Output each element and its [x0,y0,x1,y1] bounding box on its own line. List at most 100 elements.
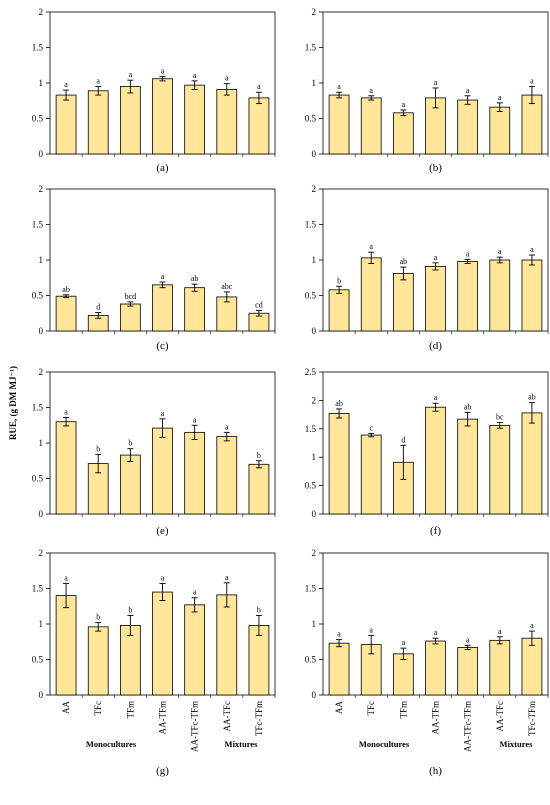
panel-a-sig-letter: a [64,80,68,89]
panel-a-bar [119,86,141,155]
panel-b-sig-letter: a [466,86,470,95]
panel-b-sig-letter: a [434,78,438,87]
panel-g-sig-letter: a [193,588,197,597]
panel-a-ytick-label: 0 [39,149,44,159]
panel-c-ytick-label: 1.5 [32,220,44,230]
panel-e-sig-letter: b [96,444,100,453]
panel-a-bar [87,90,109,155]
panel-h-bar [425,640,446,696]
panel-e-sig-letter: b [128,439,132,448]
panel-d-sig-letter: a [530,245,534,254]
panel-d-ytick-label: 1 [312,255,317,265]
panel-b-ytick-label: 0 [312,149,317,159]
panel-c-bar [152,284,173,332]
panel-d-ytick-label: 0 [312,326,317,336]
panel-g-bar [55,595,77,696]
panel-a-ytick-label: 2 [39,7,44,17]
panel-c-sig-letter: cd [255,300,263,309]
panel-a-sig-letter: a [257,82,261,91]
panel-e-label: (e) [156,525,169,537]
panel-g-bar [152,591,173,696]
panel-g-sig-letter: a [64,574,68,583]
panel-f-bar [489,424,511,515]
panel-e-ytick-label: 1 [39,438,44,448]
panel-g-category-label: TFc-TFm [254,701,264,736]
panel-h-sig-letter: a [498,627,502,636]
panel-d-bar [489,259,511,332]
panel-b-bar [489,106,511,155]
panel-g-sig-letter: b [96,613,100,622]
panel-d-bar [425,265,446,332]
panel-c-bar [184,287,206,332]
panel-a-sig-letter: a [129,70,133,79]
panel-h-bar [392,653,414,696]
panel-e-bar [152,427,173,515]
panel-g-category-label: AA-TFc [222,701,232,732]
panel-a-sig-letter: a [161,67,165,76]
panel-h-ytick-label: 0.5 [305,655,317,665]
panel-e-bar [119,454,141,515]
panel-g-sig-letter: a [225,573,229,582]
panel-b-label: (b) [429,162,442,174]
panel-f-bar [521,412,543,515]
panel-a-bar [55,94,77,155]
panel-b-ytick-label: 2 [312,7,317,17]
panel-h-bar [328,642,350,696]
panel-g-ytick-label: 2 [39,548,44,558]
panel-h-label: (h) [429,765,442,777]
panel-f-ytick-label: 1 [312,452,317,462]
panel-e-bar [216,436,238,515]
panel-g-ytick-label: 0.5 [32,655,44,665]
panel-d-bar [360,257,382,332]
panel-a-sig-letter: a [225,74,229,83]
panel-f-label: (f) [430,525,441,537]
panel-b-bar [457,99,479,155]
panel-e-sig-letter: a [225,422,229,431]
panel-d-label: (d) [429,340,442,352]
panel-c-sig-letter: a [161,272,165,281]
panel-f-ytick-label: 0.5 [305,481,317,491]
y-axis-label: RUE, (g DM MJ⁻¹) [8,366,18,440]
panel-c-bar [55,295,77,332]
panel-h-sig-letter: a [530,621,534,630]
panel-b-bar [360,97,382,155]
group-label-monocultures: Monocultures [86,739,137,749]
panel-c-sig-letter: ab [191,274,199,283]
panel-d-ytick-label: 0.5 [305,291,317,301]
panel-h-category-label: AA-TFm [431,701,441,735]
panel-b-bar [328,94,350,155]
panel-c-sig-letter: d [96,303,100,312]
panel-f-bar [425,406,446,515]
panel-f-ytick-label: 2 [312,395,317,405]
panel-h-sig-letter: a [369,625,373,634]
panel-g-sig-letter: b [128,605,132,614]
panel-g-ytick-label: 1 [39,619,44,629]
panel-a-bar [152,78,173,155]
panel-f-ytick-label: 2.5 [305,367,317,377]
panel-a-bar [248,97,270,155]
panel-g-category-label: TFm [125,701,135,719]
group-label-monocultures: Monocultures [359,739,410,749]
panel-e-ytick-label: 2 [39,367,44,377]
panel-d-ytick-label: 1.5 [305,220,317,230]
panel-g-label: (g) [156,765,169,777]
panel-g-ytick-label: 0 [39,690,44,700]
panel-g-bar [87,626,109,696]
panel-e-ytick-label: 0.5 [32,474,44,484]
panel-e-ytick-label: 1.5 [32,403,44,413]
panel-f-ytick-label: 0 [312,509,317,519]
panel-h-bar [457,647,479,696]
panel-h-category-label: AA-TFc-TFm [463,701,473,752]
panel-h-category-label: AA-TFc [495,701,505,732]
panel-a-sig-letter: a [96,77,100,86]
panel-d-sig-letter: a [434,253,438,262]
panel-h-category-label: TFc-TFm [527,701,537,736]
panel-g-bar [184,604,206,696]
panel-d-sig-letter: b [337,276,341,285]
panel-f-sig-letter: ab [335,399,343,408]
panel-e-sig-letter: b [257,451,261,460]
panel-b-ytick-label: 1 [312,78,317,88]
panel-c-label: (c) [156,340,169,352]
panel-g-category-label: TFc [93,701,103,716]
